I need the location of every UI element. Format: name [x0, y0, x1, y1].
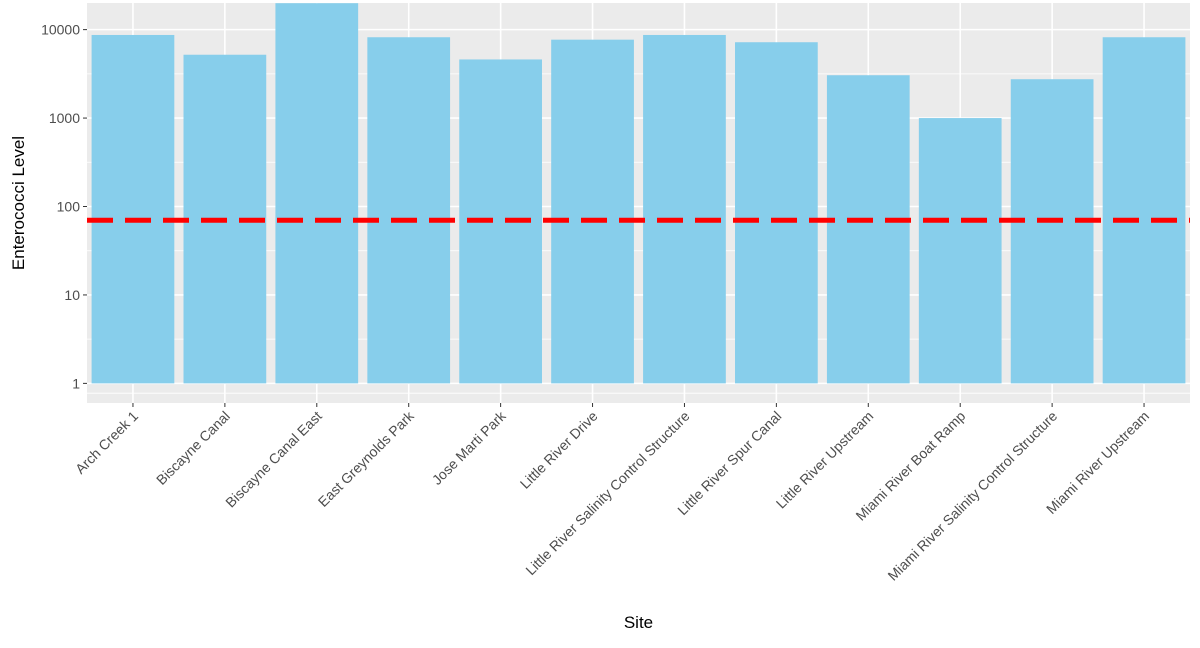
bar	[551, 39, 634, 384]
x-tick-label: Biscayne Canal East	[222, 408, 325, 511]
bar	[735, 42, 818, 384]
y-tick-label: 10	[64, 287, 80, 303]
x-tick-label: East Greynolds Park	[315, 407, 418, 510]
plot-panel	[87, 3, 1190, 403]
bar	[1010, 79, 1094, 384]
x-tick-label: Little River Spur Canal	[674, 408, 784, 518]
y-axis-title: Enterococci Level	[9, 136, 28, 270]
bar	[826, 75, 910, 384]
y-tick-label: 10000	[41, 22, 80, 38]
x-tick-label: Jose Marti Park	[429, 407, 510, 488]
x-tick-label: Miami River Upstream	[1043, 408, 1152, 517]
bar	[367, 37, 451, 384]
y-tick-label: 1	[72, 375, 80, 391]
bar	[1102, 37, 1186, 384]
x-tick-label: Biscayne Canal	[153, 408, 233, 488]
x-tick-label: Little River Drive	[517, 408, 601, 492]
x-axis-title: Site	[624, 613, 653, 632]
bar	[275, 3, 359, 384]
y-tick-label: 100	[57, 199, 81, 215]
x-tick-label: Arch Creek 1	[72, 408, 141, 477]
x-tick-label: Miami River Salinity Control Structure	[884, 408, 1060, 584]
bar	[918, 118, 1002, 384]
y-tick-label: 1000	[49, 110, 80, 126]
y-axis: 1 10 100 1000 10000	[41, 22, 87, 391]
bar	[643, 34, 726, 384]
x-tick-label: Little River Salinity Control Structure	[522, 408, 692, 578]
x-tick-label: Little River Upstream	[773, 408, 877, 512]
bar	[91, 34, 175, 384]
